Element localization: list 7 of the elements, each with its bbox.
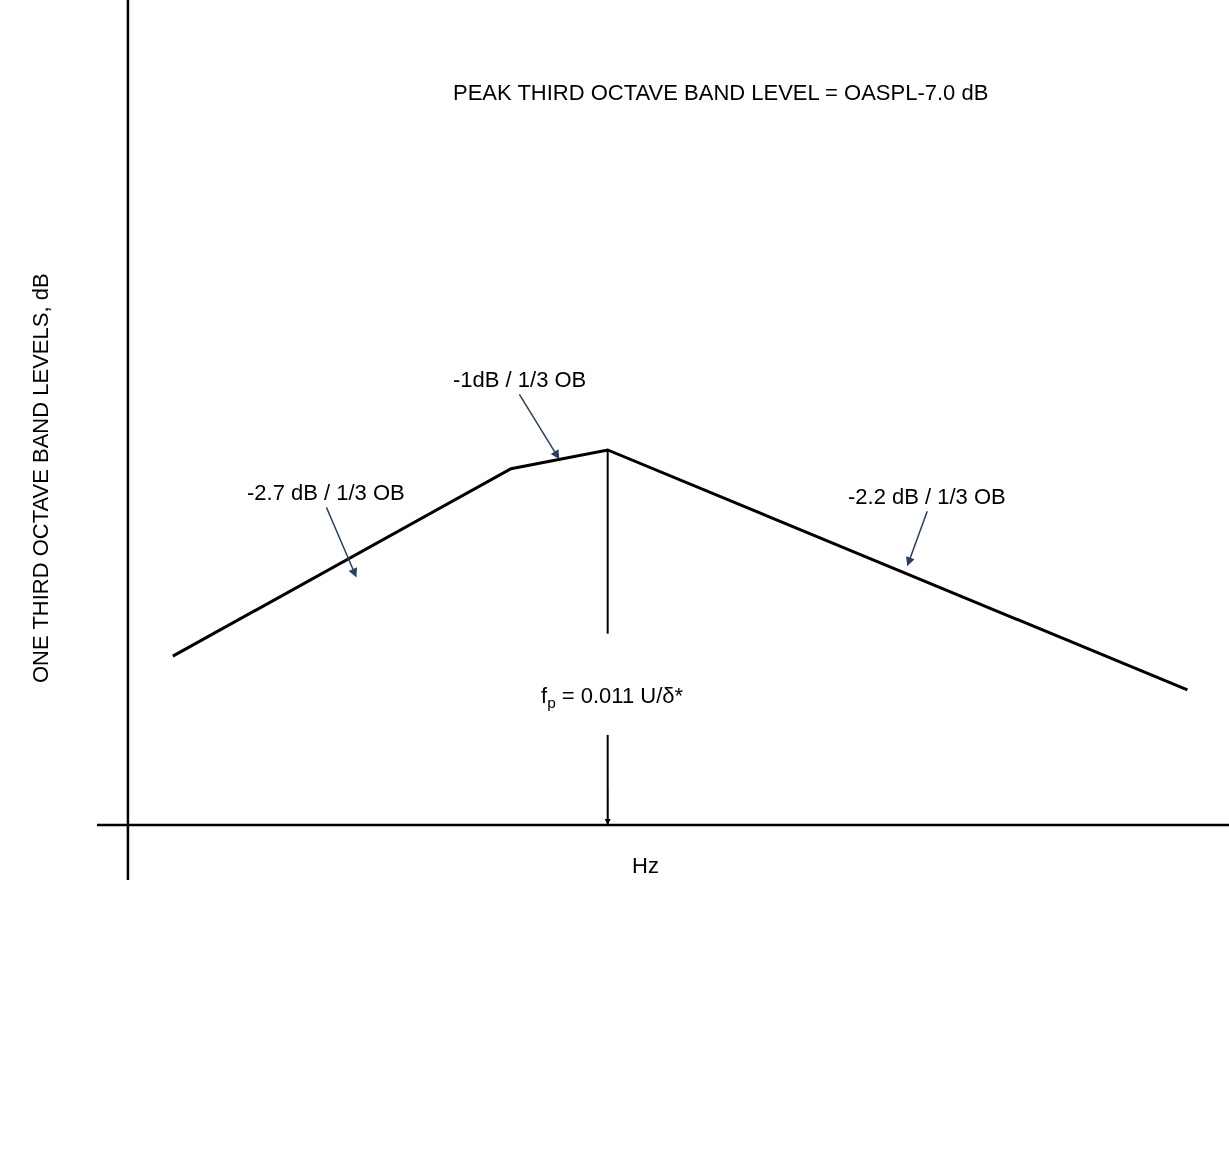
text: -1dB / 1/3 OB xyxy=(453,367,587,392)
annotation: -2.2 dB / 1/3 OB xyxy=(848,484,1006,509)
annotation: -2.7 dB / 1/3 OB xyxy=(247,480,405,505)
y-axis-title: ONE THIRD OCTAVE BAND LEVELS, dB xyxy=(28,273,53,683)
annotation: f$_{p}$ = 0.011 U/δ* xyxy=(541,683,684,711)
text: PEAK THIRD OCTAVE BAND LEVEL = OASPL-7.0 dB xyxy=(453,80,989,105)
x-axis-title: Hz xyxy=(632,853,659,878)
